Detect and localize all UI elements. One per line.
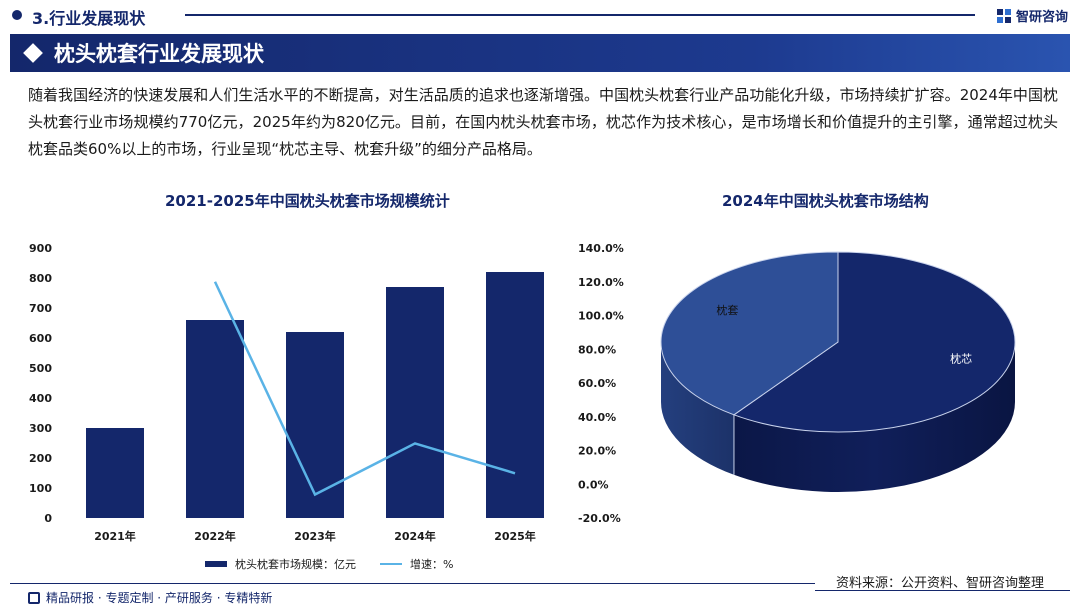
pie-chart: 枕芯 枕套	[660, 251, 1016, 492]
section-label: 3.行业发展现状	[32, 9, 146, 28]
footer-text: 精品研报 · 专题定制 · 产研服务 · 专精特新	[46, 591, 273, 605]
header-rule	[185, 14, 975, 16]
legend-bar-swatch	[205, 561, 227, 567]
footer-rule	[10, 583, 815, 584]
y-tick-label: 500	[29, 362, 52, 375]
pie-slice-cover	[660, 251, 839, 416]
y-tick-label: 600	[29, 332, 52, 345]
bar	[386, 287, 444, 518]
y2-tick-label: 100.0%	[578, 310, 624, 323]
y-tick-label: 400	[29, 392, 52, 405]
x-tick-label: 2021年	[94, 529, 136, 543]
brand: 智研咨询	[996, 6, 1068, 25]
y-tick-label: 900	[29, 242, 52, 255]
bar-chart-legend: 枕头枕套市场规模：亿元 增速：%	[205, 556, 453, 572]
footer-icon	[28, 591, 40, 604]
growth-line	[213, 281, 516, 497]
pie-chart-title: 2024年中国枕头枕套市场结构	[722, 192, 929, 210]
bar	[286, 332, 344, 518]
pie-side-core	[733, 342, 1015, 492]
pie-side-cover	[661, 342, 734, 475]
bar	[486, 272, 544, 518]
y2-tick-label: 120.0%	[578, 276, 624, 289]
x-tick-label: 2025年	[494, 529, 536, 543]
y2-tick-label: 140.0%	[578, 242, 624, 255]
bar	[86, 428, 144, 518]
bar-chart-title: 2021-2025年中国枕头枕套市场规模统计	[165, 192, 450, 210]
page-title: 枕头枕套行业发展现状	[54, 42, 264, 66]
y-tick-label: 800	[29, 272, 52, 285]
y-tick-label: 200	[29, 452, 52, 465]
pie-slice-core	[732, 251, 1016, 433]
diamond-icon	[23, 43, 43, 63]
bullet-icon	[12, 10, 22, 20]
y2-tick-label: 40.0%	[578, 411, 616, 424]
y-tick-label: 100	[29, 482, 52, 495]
bar-line-chart: 0 100 200 300 400 500 600 700 800 900 -20.0% 0.0% 20…	[29, 242, 624, 543]
y2-tick-label: 20.0%	[578, 445, 616, 458]
bar	[186, 320, 244, 518]
brand-name: 智研咨询	[1015, 10, 1068, 25]
footer-rule-right	[815, 590, 1070, 591]
y-tick-label: 0	[44, 512, 52, 525]
x-tick-label: 2024年	[394, 529, 436, 543]
intro-paragraph: 随着我国经济的快速发展和人们生活水平的不断提高，对生活品质的追求也逐渐增强。中国…	[28, 86, 1058, 158]
legend-line-label: 增速：%	[410, 558, 454, 571]
y2-tick-label: -20.0%	[578, 512, 621, 525]
footer: 精品研报 · 专题定制 · 产研服务 · 专精特新	[28, 589, 272, 606]
legend-bar-label: 枕头枕套市场规模：亿元	[235, 558, 356, 571]
pie-label-cover: 枕套	[716, 303, 738, 317]
x-tick-label: 2023年	[294, 529, 336, 543]
source-note: 资料来源：公开资料、智研咨询整理	[835, 576, 1044, 591]
brand-logo-icon	[996, 8, 1011, 23]
y2-tick-label: 60.0%	[578, 377, 616, 390]
y2-tick-label: 0.0%	[578, 478, 609, 491]
legend-line-swatch	[380, 563, 402, 565]
y-tick-label: 300	[29, 422, 52, 435]
top-bar: 3.行业发展现状 智研咨询	[0, 0, 1080, 30]
pie-label-core: 枕芯	[950, 352, 972, 366]
y-tick-label: 700	[29, 302, 52, 315]
y2-tick-label: 80.0%	[578, 343, 616, 356]
title-banner: 枕头枕套行业发展现状	[10, 34, 1070, 72]
x-tick-label: 2022年	[194, 529, 236, 543]
